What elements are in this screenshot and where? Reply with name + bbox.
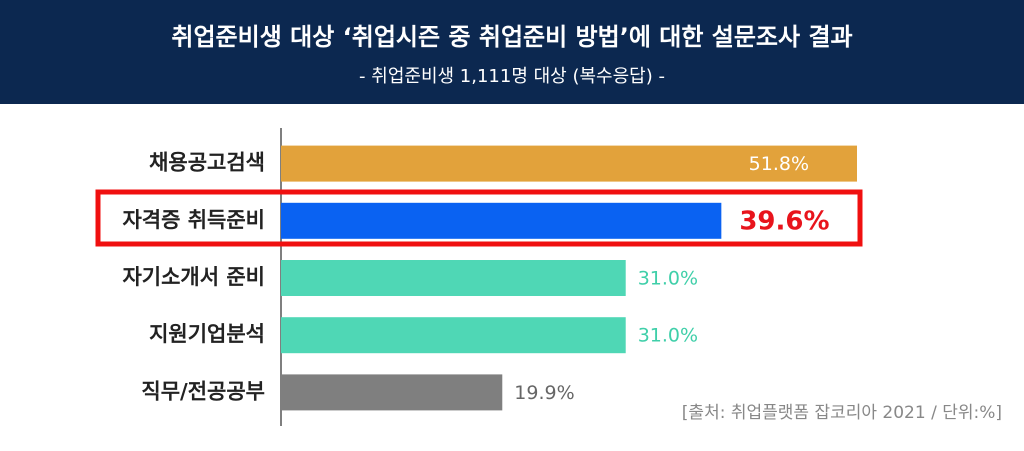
y-tick-label: 지원기업분석 (149, 322, 265, 346)
bar (281, 145, 857, 182)
source-note: [출처: 취업플랫폼 잡코리아 2021 / 단위:%] (682, 403, 1002, 423)
y-tick-label: 자격증 취득준비 (122, 208, 265, 232)
chart-title: 취업준비생 대상 ‘취업시즌 중 취업준비 방법’에 대한 설문조사 결과 (171, 23, 852, 51)
y-tick-label: 자기소개서 준비 (122, 265, 265, 289)
chart-subtitle: - 취업준비생 1,111명 대상 (복수응답) - (359, 66, 665, 87)
y-tick-label: 채용공고검색 (149, 151, 265, 175)
header-band (0, 0, 1024, 104)
bar (281, 260, 626, 296)
value-label: 39.6% (739, 206, 829, 236)
value-label: 31.0% (638, 325, 698, 347)
y-tick-label: 직무/전공공부 (141, 379, 265, 403)
bar (281, 317, 626, 354)
value-label: 19.9% (514, 382, 574, 404)
value-label: 51.8% (749, 153, 809, 175)
highlight-box (95, 189, 863, 247)
bar (281, 202, 722, 239)
value-label: 31.0% (638, 268, 698, 290)
bar (281, 374, 503, 411)
